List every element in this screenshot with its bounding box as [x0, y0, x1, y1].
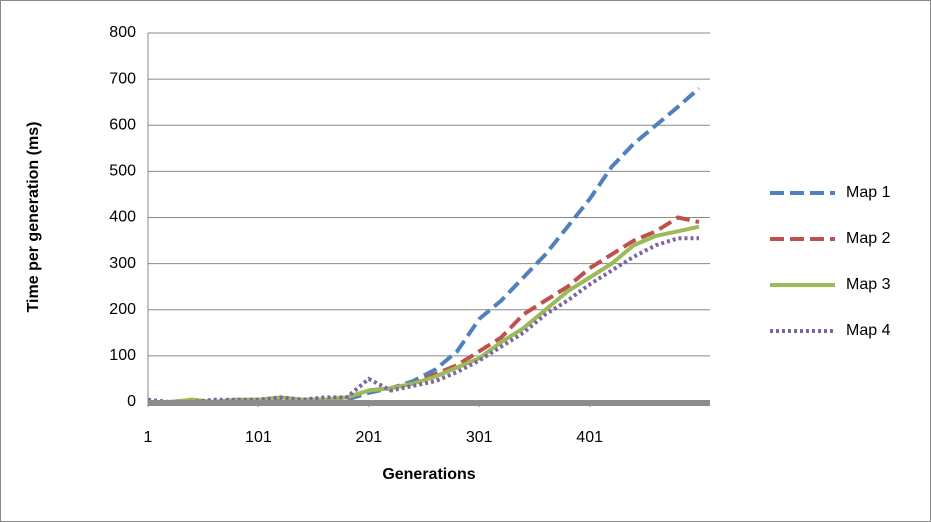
- y-tick-label: 100: [109, 347, 136, 364]
- y-tick-label: 600: [109, 116, 136, 133]
- y-tick-label: 400: [109, 209, 136, 226]
- legend-label: Map 3: [846, 276, 891, 293]
- y-tick-label: 800: [109, 24, 136, 41]
- y-axis-label: Time per generation (ms): [25, 122, 42, 313]
- x-axis-label: Generations: [382, 466, 475, 483]
- x-tick-label: 201: [355, 429, 382, 446]
- y-tick-label: 300: [109, 255, 136, 272]
- x-tick-label: 101: [245, 429, 272, 446]
- series-line: [147, 236, 699, 404]
- legend-label: Map 1: [846, 184, 891, 201]
- x-tick-label: 1: [144, 429, 153, 446]
- y-tick-label: 200: [109, 301, 136, 318]
- legend-label: Map 4: [846, 322, 891, 339]
- legend-label: Map 2: [846, 230, 891, 247]
- x-tick-label: 301: [466, 429, 493, 446]
- y-tick-label: 700: [109, 70, 136, 87]
- y-tick-label: 500: [109, 163, 136, 180]
- x-tick-label: 401: [576, 429, 603, 446]
- y-tick-label: 0: [127, 393, 136, 410]
